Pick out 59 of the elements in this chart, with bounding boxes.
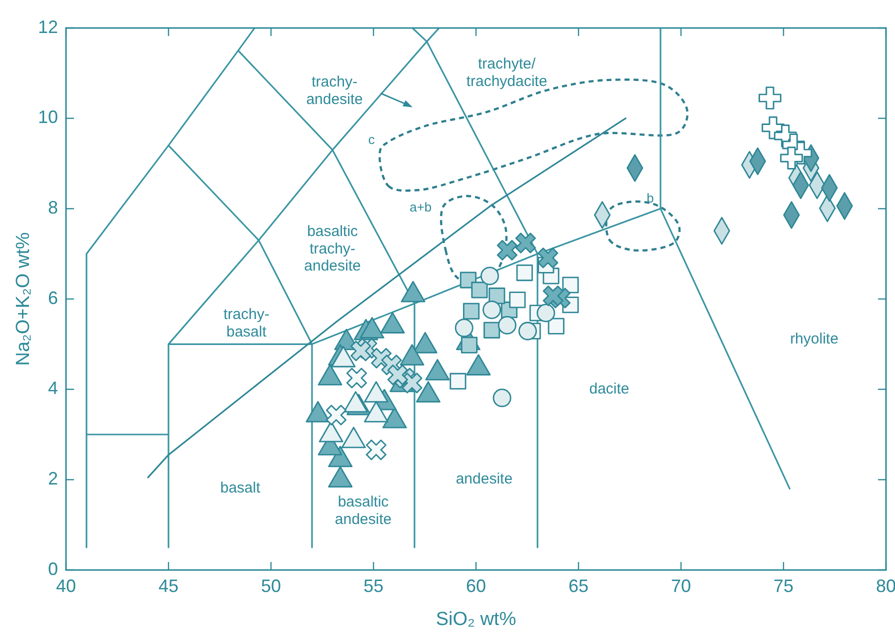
point	[454, 318, 474, 338]
annotation: rhyolite	[790, 330, 838, 348]
point	[492, 388, 512, 408]
annotation: trachy- basalt	[223, 306, 270, 340]
point	[548, 318, 564, 334]
point	[516, 264, 533, 282]
y-tick-label: 4	[48, 378, 58, 398]
x-tick-label: 80	[876, 576, 895, 596]
point	[463, 302, 480, 320]
x-tick-label: 65	[568, 576, 589, 596]
point	[562, 276, 579, 294]
point	[366, 440, 386, 460]
point	[509, 292, 526, 308]
point	[498, 316, 516, 334]
point	[518, 322, 537, 340]
point	[350, 340, 372, 362]
x-tick-label: 40	[56, 576, 76, 596]
point	[542, 286, 564, 306]
point	[450, 372, 466, 390]
annotation: a+b	[410, 200, 432, 216]
point	[488, 288, 506, 304]
point	[326, 404, 346, 426]
annotation: trachyte/ trachydacite	[466, 56, 548, 90]
y-tick-label: 6	[48, 288, 58, 308]
x-tick-label: 70	[670, 576, 692, 596]
x-tick-label: 55	[363, 576, 384, 596]
point	[484, 322, 500, 338]
point	[480, 266, 499, 286]
annotation: basalt	[220, 480, 262, 497]
y-tick-label: 8	[48, 197, 58, 218]
point	[780, 146, 803, 170]
point	[538, 248, 558, 268]
x-tick-label: 45	[158, 576, 179, 596]
annotation: basaltic andesite	[334, 494, 392, 528]
annotation: basaltic trachy- andesite	[304, 223, 361, 275]
annotation: andesite	[456, 470, 513, 488]
point	[460, 336, 478, 354]
point	[482, 300, 502, 320]
x-tick-label: 50	[260, 576, 282, 596]
point	[758, 86, 782, 110]
annotation: c	[368, 132, 376, 148]
point	[471, 282, 488, 298]
y-tick-label: 10	[38, 107, 58, 128]
point	[536, 304, 556, 322]
point	[515, 232, 536, 254]
x-axis-title: SiO₂ wt%	[436, 609, 516, 630]
x-tick-label: 60	[466, 576, 486, 596]
point	[402, 372, 422, 394]
annotation: b	[646, 191, 654, 206]
annotation: trachy- andesite	[306, 74, 363, 108]
y-tick-label: 0	[48, 558, 58, 579]
point	[496, 240, 518, 261]
point	[346, 368, 367, 388]
annotation: dacite	[589, 380, 630, 398]
x-tick-label: 75	[773, 576, 794, 596]
y-tick-label: 2	[48, 468, 58, 488]
y-axis-title: Na₂O+K₂O wt%	[13, 232, 34, 366]
point	[387, 364, 408, 386]
y-tick-label: 12	[38, 16, 58, 37]
